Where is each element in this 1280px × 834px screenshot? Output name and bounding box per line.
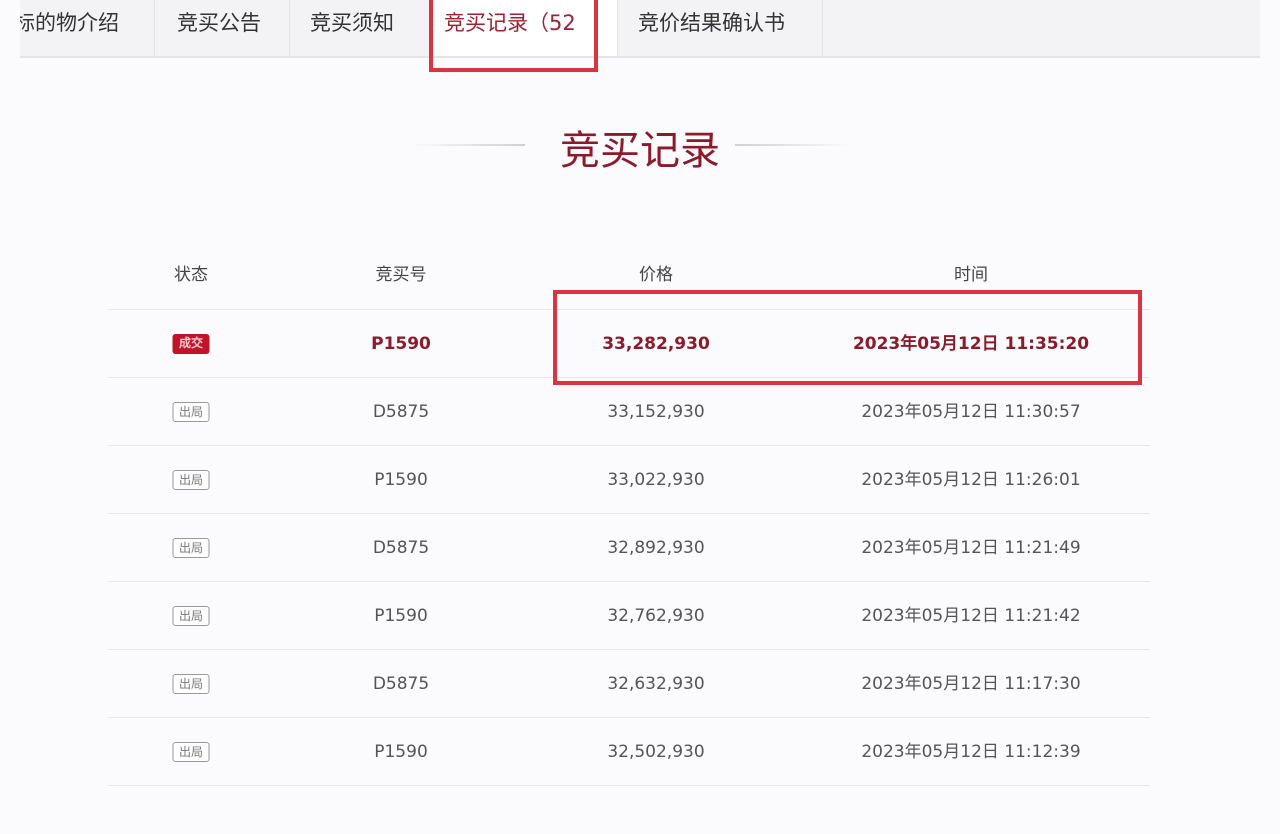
highlight-box-tab — [429, 0, 598, 72]
table-row: 出局 P1590 32,762,930 2023年05月12日 11:21:42 — [108, 582, 1150, 650]
status-cell: 成交 — [172, 310, 210, 378]
bid-price: 33,282,930 — [602, 334, 710, 354]
title-divider-left — [410, 144, 525, 146]
bid-time: 2023年05月12日 11:30:57 — [861, 402, 1081, 422]
bid-time: 2023年05月12日 11:12:39 — [861, 742, 1081, 762]
status-cell: 出局 — [172, 650, 210, 718]
bidder-number: D5875 — [372, 402, 430, 422]
table-row: 出局 D5875 32,632,930 2023年05月12日 11:17:30 — [108, 650, 1150, 718]
table-row: 出局 D5875 33,152,930 2023年05月12日 11:30:57 — [108, 378, 1150, 446]
status-badge: 出局 — [172, 674, 210, 694]
header-price: 价格 — [639, 265, 673, 285]
header-status: 状态 — [174, 265, 208, 285]
bidder-number: P1590 — [374, 606, 428, 626]
status-badge: 出局 — [172, 470, 210, 490]
header-bidder: 竞买号 — [375, 265, 427, 285]
bid-price: 32,892,930 — [607, 538, 705, 558]
bid-price: 32,762,930 — [607, 606, 705, 626]
status-cell: 出局 — [172, 446, 210, 514]
bid-price: 32,502,930 — [607, 742, 705, 762]
status-badge: 出局 — [172, 606, 210, 626]
table-row: 出局 D5875 32,892,930 2023年05月12日 11:21:49 — [108, 514, 1150, 582]
bid-price: 33,022,930 — [607, 470, 705, 490]
highlight-box-winning-bid — [553, 290, 1142, 385]
tab-bid-records[interactable]: 竞买记录（52 — [430, 0, 618, 56]
bid-time: 2023年05月12日 11:21:42 — [861, 606, 1081, 626]
section-title: 竞买记录 — [560, 128, 720, 174]
status-cell: 出局 — [172, 718, 210, 786]
status-cell: 出局 — [172, 514, 210, 582]
status-badge: 出局 — [172, 402, 210, 422]
header-time: 时间 — [954, 265, 988, 285]
status-badge: 成交 — [172, 334, 210, 354]
bidder-number: D5875 — [372, 674, 430, 694]
bid-price: 32,632,930 — [607, 674, 705, 694]
table-row: 出局 P1590 33,022,930 2023年05月12日 11:26:01 — [108, 446, 1150, 514]
table-row: 成交 P1590 33,282,930 2023年05月12日 11:35:20 — [108, 310, 1150, 378]
bidder-number: D5875 — [372, 538, 430, 558]
status-badge: 出局 — [172, 742, 210, 762]
tab-bar: 标的物介绍 竞买公告 竞买须知 竞买记录（52 竞价结果确认书 — [20, 0, 1260, 58]
bidder-number: P1590 — [374, 742, 428, 762]
table-header: 状态 竞买号 价格 时间 — [108, 240, 1150, 310]
tab-announcement[interactable]: 竞买公告 — [155, 0, 290, 56]
bidder-number: P1590 — [374, 470, 428, 490]
tab-result-confirmation[interactable]: 竞价结果确认书 — [618, 0, 823, 56]
status-cell: 出局 — [172, 582, 210, 650]
status-cell: 出局 — [172, 378, 210, 446]
bid-time: 2023年05月12日 11:26:01 — [861, 470, 1081, 490]
bid-price: 33,152,930 — [607, 402, 705, 422]
status-badge: 出局 — [172, 538, 210, 558]
bid-time: 2023年05月12日 11:21:49 — [861, 538, 1081, 558]
tab-item-intro[interactable]: 标的物介绍 — [20, 0, 155, 56]
bid-records-table: 状态 竞买号 价格 时间 成交 P1590 33,282,930 2023年05… — [108, 240, 1150, 786]
bidder-number: P1590 — [371, 334, 431, 354]
bid-time: 2023年05月12日 11:17:30 — [861, 674, 1081, 694]
bid-time: 2023年05月12日 11:35:20 — [852, 334, 1090, 354]
table-row: 出局 P1590 32,502,930 2023年05月12日 11:12:39 — [108, 718, 1150, 786]
tab-notice[interactable]: 竞买须知 — [290, 0, 430, 56]
